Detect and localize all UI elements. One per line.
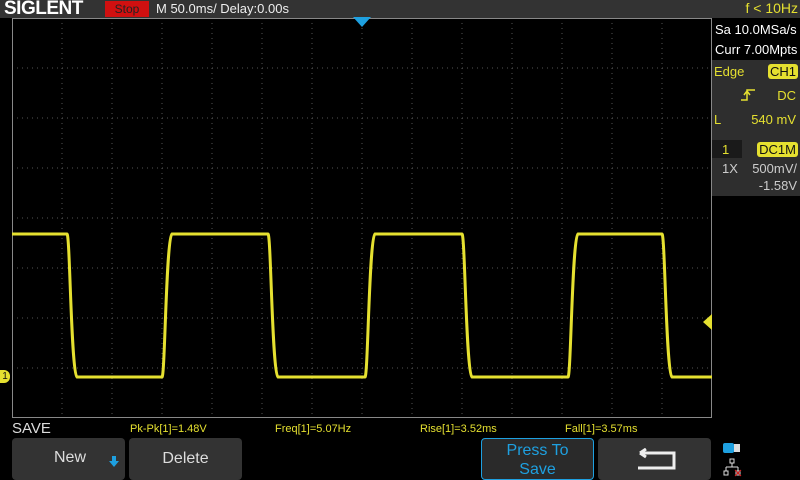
trigger-source: CH1 xyxy=(767,64,798,79)
waveform-display[interactable] xyxy=(12,18,712,418)
run-stop-status[interactable]: Stop xyxy=(105,1,149,17)
new-label: New xyxy=(54,449,87,466)
ch1-ground-marker[interactable]: 1 xyxy=(0,370,10,383)
measurement-rise: Rise[1]=3.52ms xyxy=(420,423,497,435)
memory-depth: Curr 7.00Mpts xyxy=(715,42,798,57)
measurement-pkpk: Pk-Pk[1]=1.48V xyxy=(130,423,207,435)
measurement-freq: Freq[1]=5.07Hz xyxy=(275,423,352,435)
press-to-save-line1: Press To xyxy=(506,442,569,459)
new-button[interactable]: New xyxy=(12,438,125,480)
trigger-coupling: DC xyxy=(777,88,796,103)
back-button[interactable] xyxy=(598,438,711,480)
press-to-save-line2: Save xyxy=(519,461,556,478)
vertical-offset: -1.58V xyxy=(758,178,797,193)
rising-edge-icon xyxy=(741,89,755,101)
sample-rate: Sa 10.0MSa/s xyxy=(715,22,797,37)
press-to-save-button[interactable]: Press To Save xyxy=(481,438,594,480)
trigger-level-label: L xyxy=(714,112,722,127)
return-arrow-icon xyxy=(638,448,676,470)
ch1-panel[interactable]: 1 DC1M 1X 500mV/ -1.58V xyxy=(712,140,800,196)
menu-bar: SAVE Pk-Pk[1]=1.48V Freq[1]=5.07Hz Rise[… xyxy=(0,418,800,480)
menu-title: SAVE xyxy=(12,420,51,437)
arrow-down-icon xyxy=(109,456,119,467)
trigger-type: Edge xyxy=(714,64,745,79)
top-bar: SIGLENT Stop M 50.0ms/ Delay:0.00s f < 1… xyxy=(0,0,800,19)
trigger-level: 540 mV xyxy=(751,112,796,127)
probe-attenuation: 1X xyxy=(722,161,738,176)
timebase-readout[interactable]: M 50.0ms/ Delay:0.00s xyxy=(156,1,289,16)
channel-coupling: DC1M xyxy=(757,142,798,157)
frequency-counter: f < 10Hz xyxy=(745,0,798,16)
measurement-fall: Fall[1]=3.57ms xyxy=(565,423,638,435)
siglent-logo: SIGLENT xyxy=(4,0,83,19)
trigger-panel[interactable]: Edge CH1 DC L 540 mV xyxy=(712,60,800,154)
channel-number: 1 xyxy=(722,142,730,157)
delete-button[interactable]: Delete xyxy=(129,438,242,480)
trigger-position-marker[interactable] xyxy=(352,17,372,29)
vertical-scale: 500mV/ xyxy=(752,161,797,176)
network-icon xyxy=(723,458,742,477)
side-panel: Sa 10.0MSa/s Curr 7.00Mpts Edge CH1 DC L… xyxy=(712,18,800,418)
ch1-waveform xyxy=(12,232,712,379)
usb-icon xyxy=(723,443,740,453)
trigger-level-marker[interactable] xyxy=(702,314,712,330)
